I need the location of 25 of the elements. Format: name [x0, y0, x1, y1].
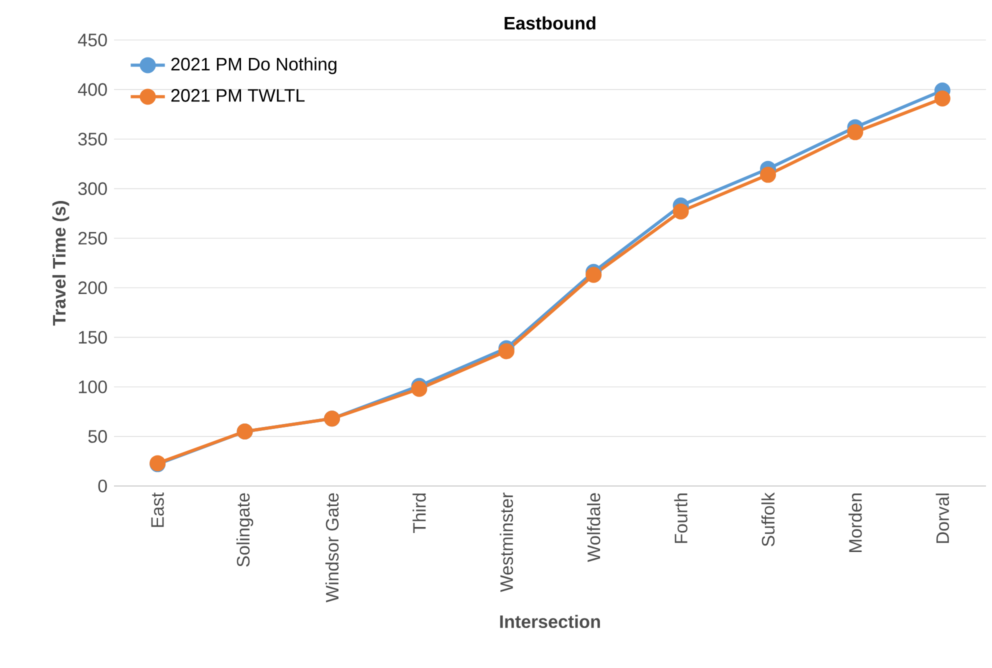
- chart-title: Eastbound: [504, 16, 596, 30]
- y-tick-label: 200: [78, 281, 107, 294]
- y-tick-label: 350: [78, 132, 107, 146]
- x-tick-label: Fourth: [674, 494, 688, 543]
- x-axis-title: Intersection: [500, 614, 600, 628]
- y-tick-label: 0: [98, 480, 107, 492]
- x-tick-label: Westminster: [500, 492, 514, 592]
- y-tick-label: 100: [78, 380, 107, 394]
- x-tick-label: Wolfdale: [586, 493, 600, 562]
- x-tick-label: Morden: [848, 494, 862, 552]
- x-tick-label: Dorval: [936, 494, 950, 543]
- y-tick-label: 300: [78, 182, 107, 196]
- legend-label: 2021 PM Do Nothing: [171, 57, 336, 74]
- x-tick-label: Third: [412, 494, 426, 533]
- y-tick-label: 50: [88, 430, 107, 443]
- x-tick-label: Suffolk: [761, 492, 775, 546]
- x-tick-label: East: [151, 492, 164, 527]
- y-axis-title: Travel Time (s): [52, 201, 70, 326]
- y-tick-label: 250: [78, 232, 107, 245]
- x-tick-label: Solingate: [236, 493, 254, 567]
- legend-label: 2021 PM TWLTL: [171, 89, 305, 102]
- y-tick-label: 450: [78, 34, 107, 46]
- y-tick-label: 400: [78, 83, 107, 96]
- x-tick-label: Windsor Gate: [325, 493, 339, 602]
- y-tick-label: 150: [78, 330, 107, 344]
